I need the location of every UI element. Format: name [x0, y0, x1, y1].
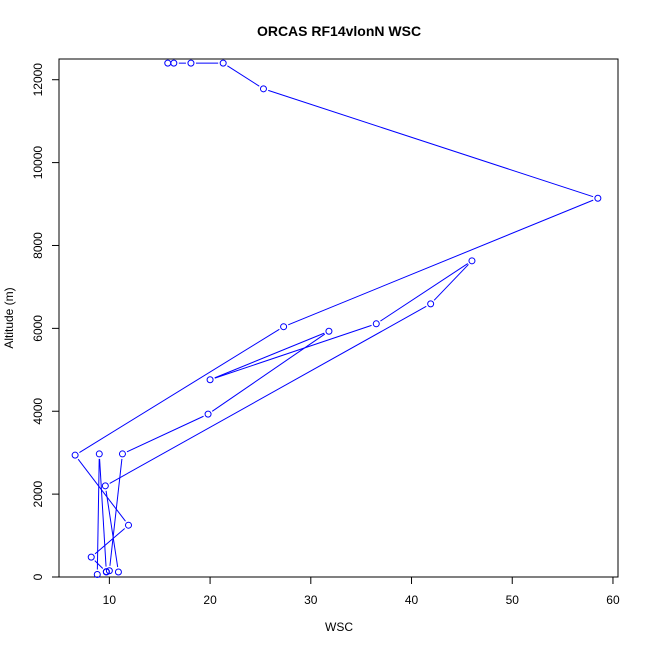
- data-point: [206, 376, 214, 384]
- data-point: [102, 568, 110, 576]
- data-point: [325, 327, 333, 335]
- series-segment: [109, 458, 123, 566]
- y-axis-label: Altitude (m): [2, 287, 16, 348]
- x-tick-label: 60: [606, 593, 620, 607]
- series-segment: [380, 263, 469, 322]
- series-segment: [94, 528, 126, 555]
- x-axis: 10 20 30 40 50 60: [103, 576, 620, 607]
- series-segment: [105, 490, 119, 568]
- data-point: [95, 450, 103, 458]
- series-segment: [126, 415, 204, 453]
- data-point: [187, 59, 195, 67]
- x-tick-label: 20: [203, 593, 217, 607]
- series-segment: [214, 332, 325, 379]
- series-segment: [433, 264, 469, 301]
- plot-frame: [58, 58, 619, 578]
- y-tick-label: 0: [31, 573, 45, 580]
- x-tick-label: 50: [506, 593, 520, 607]
- series-segment: [96, 458, 100, 570]
- data-point: [164, 59, 172, 67]
- series-segment: [214, 324, 372, 379]
- data-point: [101, 482, 109, 490]
- y-tick-label: 2000: [31, 480, 45, 507]
- y-tick-label: 12000: [31, 63, 45, 97]
- y-tick-label: 6000: [31, 315, 45, 342]
- data-point: [280, 323, 288, 331]
- data-point: [468, 257, 476, 265]
- data-point: [87, 553, 95, 561]
- series-segment: [79, 328, 280, 453]
- data-point: [219, 59, 227, 67]
- y-tick-label: 10000: [31, 146, 45, 180]
- y-tick-label: 8000: [31, 232, 45, 259]
- chart-title: ORCAS RF14vlonN WSC: [257, 23, 421, 39]
- data-point: [105, 567, 113, 575]
- data-point: [204, 410, 212, 418]
- data-point: [594, 194, 602, 202]
- series-segment: [99, 458, 107, 567]
- series-segment: [227, 65, 260, 87]
- data-point: [170, 59, 178, 67]
- data-point: [427, 300, 435, 308]
- data-point: [259, 85, 267, 93]
- y-tick-label: 4000: [31, 398, 45, 425]
- x-tick-label: 30: [304, 593, 318, 607]
- data-point: [114, 568, 122, 576]
- x-tick-label: 10: [103, 593, 117, 607]
- x-axis-label: WSC: [325, 620, 353, 634]
- data-point: [372, 320, 380, 328]
- series-points: [71, 59, 602, 579]
- series-segment: [94, 560, 104, 569]
- series-lines: [77, 62, 594, 570]
- x-tick-label: 40: [405, 593, 419, 607]
- data-point: [124, 521, 132, 529]
- series-segment: [109, 305, 427, 484]
- series-segment: [288, 199, 594, 326]
- data-point: [71, 451, 79, 459]
- data-point: [93, 571, 101, 579]
- series-segment: [268, 89, 594, 198]
- data-point: [118, 450, 126, 458]
- y-axis: 0 2000 4000 6000 8000 10000 12000: [31, 63, 60, 580]
